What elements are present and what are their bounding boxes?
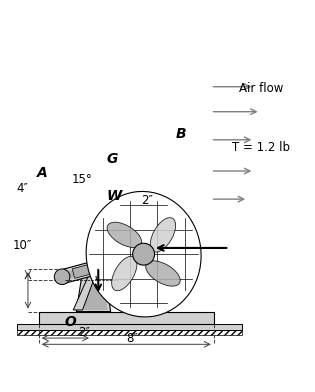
Text: 2″: 2″ [78,326,90,339]
Text: Air flow: Air flow [239,82,283,95]
Circle shape [91,266,98,272]
Text: 8″: 8″ [127,332,138,345]
Polygon shape [73,269,98,310]
Polygon shape [60,249,142,283]
Text: B: B [175,127,186,141]
Ellipse shape [146,261,180,286]
Ellipse shape [86,191,201,317]
Bar [17,324,242,330]
Ellipse shape [107,222,141,247]
Circle shape [133,243,155,265]
Bar [17,330,242,335]
Polygon shape [76,271,111,312]
Ellipse shape [150,218,175,252]
Text: G: G [106,152,118,165]
Circle shape [54,269,70,285]
Bar [39,312,214,324]
Text: A: A [37,166,47,180]
Text: 4″: 4″ [17,182,29,195]
Ellipse shape [112,256,137,291]
Polygon shape [84,274,107,310]
Text: T = 1.2 lb: T = 1.2 lb [232,141,290,154]
Text: 10″: 10″ [13,240,32,252]
Text: 15°: 15° [72,173,92,186]
Polygon shape [61,252,141,280]
Text: 2″: 2″ [140,194,152,207]
Text: O: O [64,315,76,329]
Circle shape [88,263,101,276]
Polygon shape [72,257,118,278]
Text: W: W [106,189,121,203]
